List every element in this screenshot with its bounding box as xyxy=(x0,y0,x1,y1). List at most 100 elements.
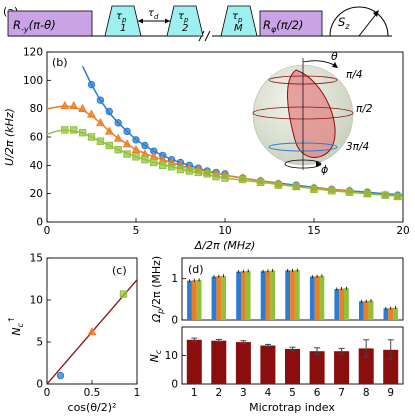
panel-c-ytick-label: 10 xyxy=(30,295,43,307)
panel-b-point-orange xyxy=(78,103,88,112)
latitude-3pi4-label: 3π/4 xyxy=(346,141,369,153)
bloch-sphere: θ ϕ π/4 π/2 3π/4 xyxy=(252,50,373,176)
panel-c-point-blue xyxy=(56,371,65,380)
panel-d-top-bar-orange xyxy=(388,308,394,320)
phi-arrowhead xyxy=(316,161,321,167)
panel-b-point-orange xyxy=(69,100,79,110)
pulse-m xyxy=(220,5,258,37)
panel-d-xtick-label: 4 xyxy=(265,387,272,399)
tau-d-label: τd xyxy=(148,8,159,21)
panel-b-ytick-label: 120 xyxy=(23,47,43,59)
tau-d-arrowhead-left xyxy=(138,18,143,24)
panel-b-xtick-label: 5 xyxy=(133,225,140,237)
rotation-1-symbol: R xyxy=(13,18,21,32)
panel-d-top-bar-orange xyxy=(265,270,271,320)
pulse-1 xyxy=(104,5,142,37)
panel-d-top-bar-orange xyxy=(216,276,222,320)
panel-d-top-bar-blue xyxy=(260,271,266,320)
panel-d-bottom-bar xyxy=(358,348,374,384)
panel-d-label: (d) xyxy=(188,263,204,276)
latitude-pi4-label: π/4 xyxy=(346,69,363,81)
panel-c-point-orange xyxy=(87,327,97,336)
pulse-m-tau: τp xyxy=(232,11,243,24)
panel-d-top-bar-blue xyxy=(187,280,192,320)
panel-d-bottom-ylabel: Nc xyxy=(148,349,163,362)
panel-b-point-green xyxy=(159,161,167,170)
rotation-block-1 xyxy=(7,10,93,37)
panel-c-xtick-label: 0.5 xyxy=(84,387,101,399)
panel-b-point-green xyxy=(167,163,176,171)
panel-b-point-blue xyxy=(132,136,140,144)
panel-b-point-green xyxy=(345,188,354,196)
rotation-2-label: Rφ(π/2) xyxy=(263,18,303,34)
panel-b-point-green xyxy=(194,168,203,177)
panel-b-point-green xyxy=(393,192,402,201)
panel-d-top-bar-blue xyxy=(309,276,315,320)
panel-b-point-orange xyxy=(113,133,123,142)
panel-b-ytick-label: 0 xyxy=(36,217,43,229)
panel-b-ytick-label: 60 xyxy=(30,132,43,144)
panel-c-ytick-label: 15 xyxy=(30,253,43,265)
panel-d-top-bar-green xyxy=(245,270,251,320)
panel-d-top-ytick-label: 0 xyxy=(171,315,178,327)
pulse-2-index: 2 xyxy=(182,23,188,34)
panel-b-point-green xyxy=(274,181,283,189)
panel-b: 0 5 10 15 20 0 20 40 60 80 100 120 (b) Δ/2π (MHz) U… xyxy=(3,47,410,253)
panel-b-point-green xyxy=(310,185,318,194)
panel-d-xtick-label: 2 xyxy=(215,387,222,399)
panel-c-ylabel: Nc↑ xyxy=(7,316,25,335)
panel-b-point-green xyxy=(381,191,389,199)
panel-b-point-blue xyxy=(87,80,96,89)
panel-d-top-ytick-label: 1 xyxy=(171,273,178,285)
panel-b-point-green xyxy=(150,158,158,167)
panel-b-point-green xyxy=(96,137,105,145)
break-mark xyxy=(204,30,211,42)
panel-b-xtick-label: 0 xyxy=(44,225,51,237)
meter-needle-head xyxy=(373,10,379,17)
panel-b-point-green xyxy=(239,175,247,184)
panel-b-point-blue xyxy=(141,141,149,150)
panel-b-point-blue xyxy=(123,127,131,136)
panel-d-bottom-bar xyxy=(309,351,325,384)
panel-d-top-bar-blue xyxy=(334,289,340,320)
panel-b-point-green xyxy=(363,189,372,198)
panel-d-top-bar-blue xyxy=(285,270,291,320)
rotation-block-2 xyxy=(259,10,323,37)
panel-d-bottom-ytick-label: 10 xyxy=(165,350,178,362)
panel-d-top-bar-green xyxy=(319,275,325,320)
pulse-m-index: M xyxy=(234,23,243,34)
panel-b-xtick-label: 10 xyxy=(218,225,231,237)
rotation-1-arg: (π-θ) xyxy=(29,18,56,32)
sphere-lobe xyxy=(287,69,336,158)
pulse-2 xyxy=(166,5,204,37)
panel-b-point-green xyxy=(203,170,211,178)
pulse-1-tau: τp xyxy=(116,11,127,24)
panel-b-ticks: 0 5 10 15 20 0 20 40 60 80 100 120 xyxy=(23,47,410,238)
panel-b-point-orange xyxy=(122,139,132,148)
panel-b-point-orange xyxy=(60,100,70,110)
panel-d-xtick-label: 1 xyxy=(191,387,198,399)
panel-d-top-bar-blue xyxy=(211,276,217,320)
panel-b-point-green xyxy=(212,172,220,181)
panel-d-bottom-bar xyxy=(186,339,202,384)
panel-b-point-green xyxy=(221,174,229,182)
panel-b-xtick-label: 15 xyxy=(307,225,320,237)
panel-b-point-orange xyxy=(131,144,141,154)
panel-a: (a) R-y(π-θ) τp 1 τp 2 τp M τd Rφ(π/2) xyxy=(3,5,392,42)
pulse-2-tau: τp xyxy=(178,11,189,24)
panel-d-xtick-label: 6 xyxy=(314,387,321,399)
panel-c-xtick-label: 1 xyxy=(134,387,141,399)
panel-d-xtick-label: 8 xyxy=(363,387,370,399)
panel-d-top-bar-green xyxy=(368,300,374,320)
panel-b-ytick-label: 40 xyxy=(30,160,43,172)
panel-b-ytick-label: 80 xyxy=(30,103,43,115)
latitude-pi2-label: π/2 xyxy=(356,103,373,115)
panel-b-point-green xyxy=(328,187,336,195)
panel-d-top-bar-blue xyxy=(383,308,389,320)
pulse-1-index: 1 xyxy=(120,23,126,34)
panel-b-point-blue xyxy=(105,107,114,116)
panel-d-top-bar-blue xyxy=(359,301,364,320)
